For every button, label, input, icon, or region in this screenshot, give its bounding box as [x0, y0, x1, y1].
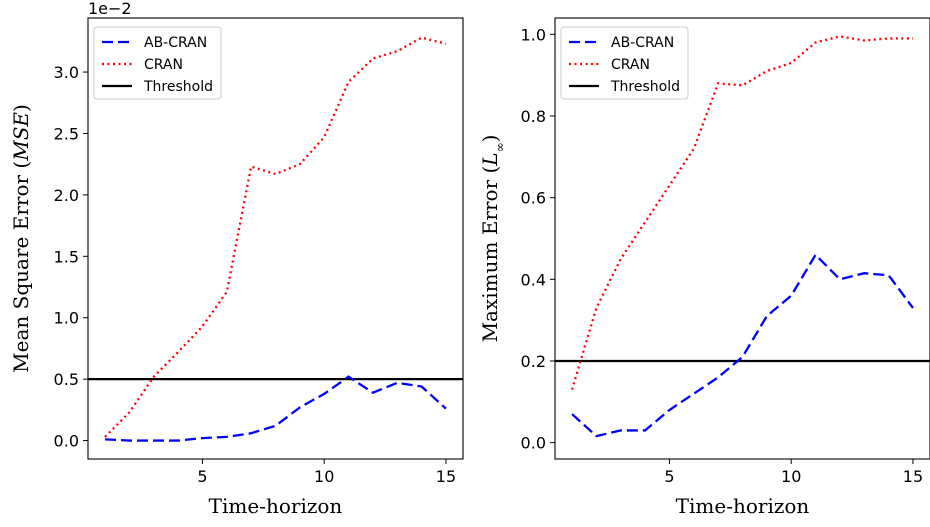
series-line-cran — [570, 35, 913, 390]
x-tick-label: 15 — [903, 467, 923, 486]
series-line-cran — [104, 36, 447, 438]
y-offset-label: 1e−2 — [88, 0, 132, 18]
legend-label: CRAN — [144, 57, 183, 73]
legend-label: Threshold — [143, 79, 213, 95]
legend-label: Threshold — [610, 79, 680, 95]
max-error-chart-panel: 5 10 15 0.0 0.2 0.4 0.6 0.8 1.0 Time-horizon Maxim… — [478, 17, 930, 518]
legend-box — [560, 26, 689, 100]
y-tick-label: 0.2 — [521, 352, 546, 371]
legend-box — [93, 26, 222, 100]
legend-label: CRAN — [611, 57, 650, 73]
y-axis-title: Mean Square Error (MSE) — [9, 104, 33, 373]
y-tick-label: 1.0 — [54, 309, 79, 328]
x-axis-title: Time-horizon — [209, 494, 343, 518]
x-tick-label: 10 — [781, 467, 801, 486]
x-tick-label: 10 — [314, 467, 334, 486]
y-tick-label: 0.5 — [54, 370, 79, 389]
x-axis-title: Time-horizon — [676, 494, 810, 518]
x-tick-label: 15 — [436, 467, 456, 486]
series-line-ab-cran — [104, 375, 447, 442]
y-tick-label: 2.0 — [54, 186, 79, 205]
plot-frame — [554, 17, 930, 460]
y-tick-label: 0.0 — [521, 434, 546, 453]
legend-label: AB-CRAN — [144, 35, 207, 51]
y-axis-title: Maximum Error (L∞) — [478, 135, 507, 343]
y-tick-label: 3.0 — [54, 63, 79, 82]
y-tick-label: 0.8 — [521, 107, 546, 126]
y-tick-label: 2.5 — [54, 124, 79, 143]
plot-frame — [87, 17, 464, 460]
y-tick-label: 0.0 — [54, 432, 79, 451]
y-tick-label: 0.6 — [521, 189, 546, 208]
series-line-ab-cran — [571, 252, 914, 438]
legend-label: AB-CRAN — [611, 35, 674, 51]
x-tick-label: 5 — [664, 467, 674, 486]
y-tick-label: 1.5 — [54, 247, 79, 266]
mse-chart-panel: 1e−2 5 10 15 0.0 0.5 1.0 1.5 2.0 2.5 3.0 Time-hori… — [9, 0, 464, 518]
y-tick-label: 1.0 — [521, 25, 546, 44]
x-tick-label: 5 — [197, 467, 207, 486]
y-tick-label: 0.4 — [521, 270, 546, 289]
